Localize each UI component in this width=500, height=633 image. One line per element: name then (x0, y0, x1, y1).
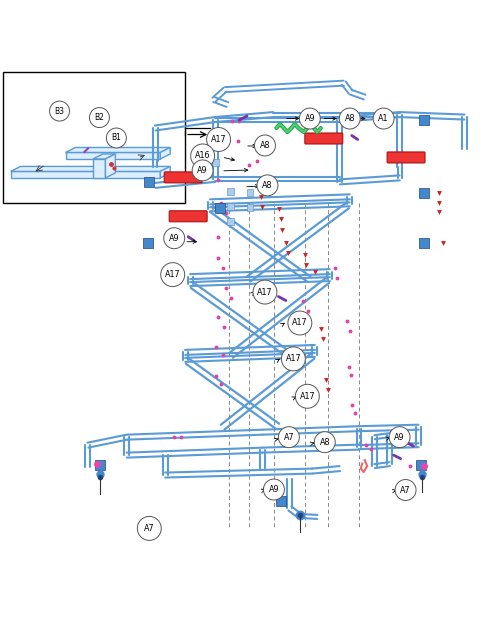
Bar (226, 189, 234, 196)
Text: A17: A17 (292, 318, 308, 327)
Bar (418, 115, 428, 125)
Circle shape (138, 517, 161, 541)
Text: A9: A9 (268, 485, 279, 494)
Circle shape (300, 108, 320, 129)
Circle shape (278, 427, 299, 448)
Bar (246, 189, 254, 196)
Circle shape (296, 384, 320, 408)
Text: A17: A17 (165, 270, 180, 279)
Circle shape (90, 108, 110, 127)
Polygon shape (106, 154, 116, 178)
Circle shape (282, 347, 306, 371)
Text: A16: A16 (195, 151, 210, 160)
Circle shape (253, 280, 277, 304)
FancyBboxPatch shape (387, 152, 425, 163)
Polygon shape (10, 166, 170, 172)
Bar (246, 204, 254, 211)
Bar (96, 460, 106, 470)
Bar (3, 72, 185, 203)
Bar (418, 238, 428, 248)
Polygon shape (93, 159, 106, 178)
Polygon shape (66, 153, 160, 159)
Circle shape (206, 127, 231, 151)
Bar (215, 203, 225, 213)
Circle shape (373, 108, 394, 129)
Circle shape (257, 175, 278, 196)
Polygon shape (10, 172, 160, 178)
Bar (144, 238, 154, 248)
FancyBboxPatch shape (164, 172, 202, 183)
Circle shape (314, 432, 336, 453)
Text: A17: A17 (300, 392, 315, 401)
Text: A9: A9 (198, 166, 208, 175)
Text: A17: A17 (286, 354, 301, 363)
Circle shape (106, 128, 126, 148)
Text: A9: A9 (304, 114, 315, 123)
Bar (144, 177, 154, 187)
Bar (212, 160, 218, 166)
Bar (416, 460, 426, 470)
Circle shape (192, 160, 213, 181)
Circle shape (395, 480, 416, 501)
Circle shape (340, 108, 360, 129)
FancyBboxPatch shape (305, 133, 343, 144)
Text: A17: A17 (211, 135, 226, 144)
Text: A1: A1 (378, 114, 389, 123)
Text: A8: A8 (320, 437, 330, 447)
Text: A8: A8 (260, 141, 270, 150)
Polygon shape (66, 147, 170, 153)
Text: A9: A9 (394, 433, 405, 442)
Text: A8: A8 (344, 114, 355, 123)
Bar (276, 496, 286, 506)
FancyBboxPatch shape (169, 211, 207, 222)
Text: B1: B1 (112, 134, 122, 142)
Bar (226, 203, 234, 210)
Circle shape (254, 135, 276, 156)
Text: A9: A9 (169, 234, 179, 242)
Text: A7: A7 (400, 486, 411, 494)
Circle shape (50, 101, 70, 121)
Bar (418, 188, 428, 198)
Text: A8: A8 (262, 181, 272, 190)
Text: B3: B3 (54, 106, 64, 116)
Circle shape (264, 479, 284, 500)
Polygon shape (160, 147, 170, 159)
Circle shape (288, 311, 312, 335)
Text: A17: A17 (257, 287, 273, 297)
Polygon shape (160, 166, 170, 178)
Circle shape (389, 427, 410, 448)
Text: B2: B2 (94, 113, 104, 122)
Text: A7: A7 (144, 524, 154, 533)
Polygon shape (93, 154, 116, 159)
Circle shape (160, 263, 184, 287)
Circle shape (164, 228, 184, 249)
Bar (226, 218, 234, 225)
Text: A7: A7 (284, 433, 294, 442)
Circle shape (190, 144, 214, 168)
